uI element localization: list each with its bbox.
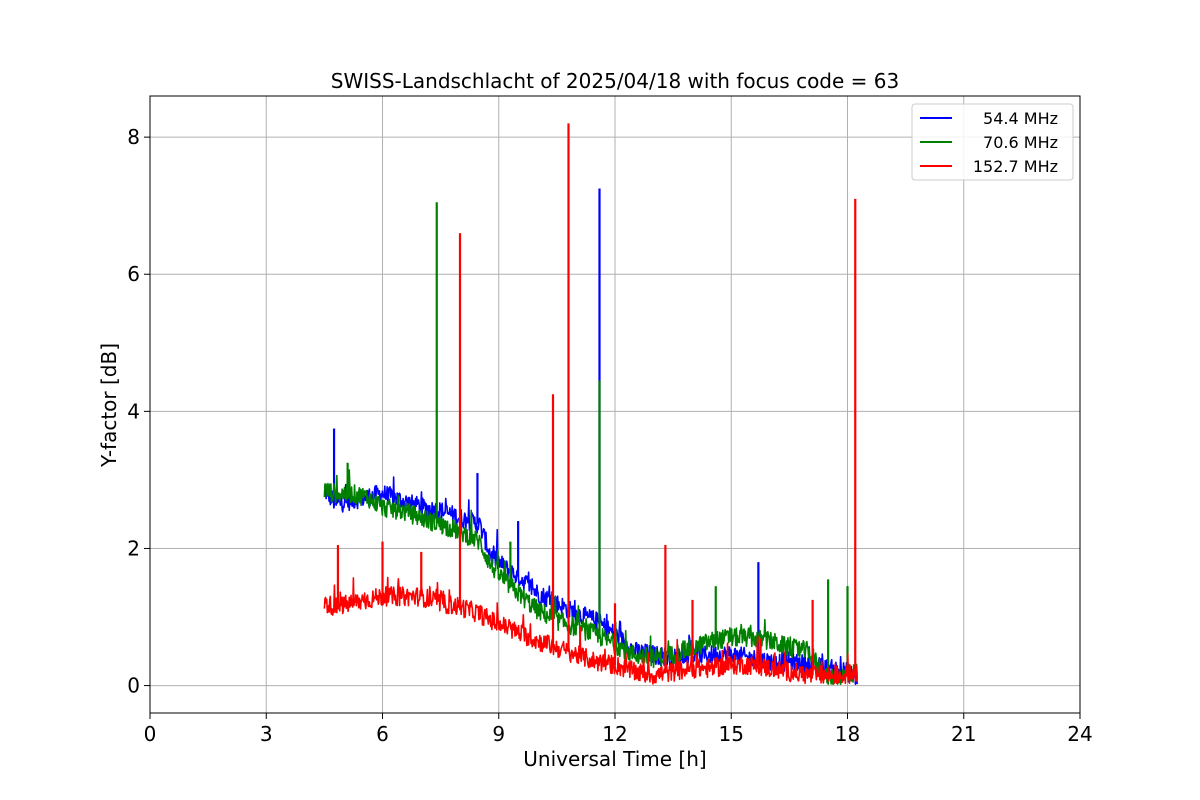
x-tick-label: 12 bbox=[602, 722, 627, 746]
x-tick-label: 21 bbox=[951, 722, 976, 746]
x-tick-label: 18 bbox=[835, 722, 860, 746]
legend-entry: 54.4 MHz bbox=[983, 109, 1058, 128]
y-axis: 0 2 4 6 8 bbox=[127, 125, 150, 698]
series-line bbox=[323, 576, 858, 685]
series-line bbox=[323, 476, 858, 686]
legend: 54.4 MHz 70.6 MHz 152.7 MHz bbox=[911, 103, 1074, 181]
y-tick-label: 2 bbox=[127, 536, 140, 560]
x-tick-label: 0 bbox=[144, 722, 157, 746]
y-axis-label: Y-factor [dB] bbox=[97, 343, 121, 468]
x-tick-label: 24 bbox=[1067, 722, 1092, 746]
chart-title: SWISS-Landschlacht of 2025/04/18 with fo… bbox=[331, 69, 899, 93]
y-tick-label: 8 bbox=[127, 125, 140, 149]
series-line bbox=[323, 469, 858, 686]
legend-entry: 70.6 MHz bbox=[983, 133, 1058, 152]
y-tick-label: 6 bbox=[127, 262, 140, 286]
x-tick-label: 15 bbox=[719, 722, 744, 746]
x-axis: 0 3 6 9 12 15 18 21 24 bbox=[144, 713, 1093, 746]
x-tick-label: 9 bbox=[492, 722, 505, 746]
x-axis-label: Universal Time [h] bbox=[523, 747, 706, 771]
series-layer bbox=[323, 123, 858, 686]
y-tick-label: 0 bbox=[127, 674, 140, 698]
x-tick-label: 3 bbox=[260, 722, 273, 746]
x-tick-label: 6 bbox=[376, 722, 389, 746]
legend-entry: 152.7 MHz bbox=[973, 157, 1058, 176]
legend-box bbox=[911, 103, 1074, 181]
series-2 bbox=[323, 123, 858, 685]
y-tick-label: 4 bbox=[127, 399, 140, 423]
